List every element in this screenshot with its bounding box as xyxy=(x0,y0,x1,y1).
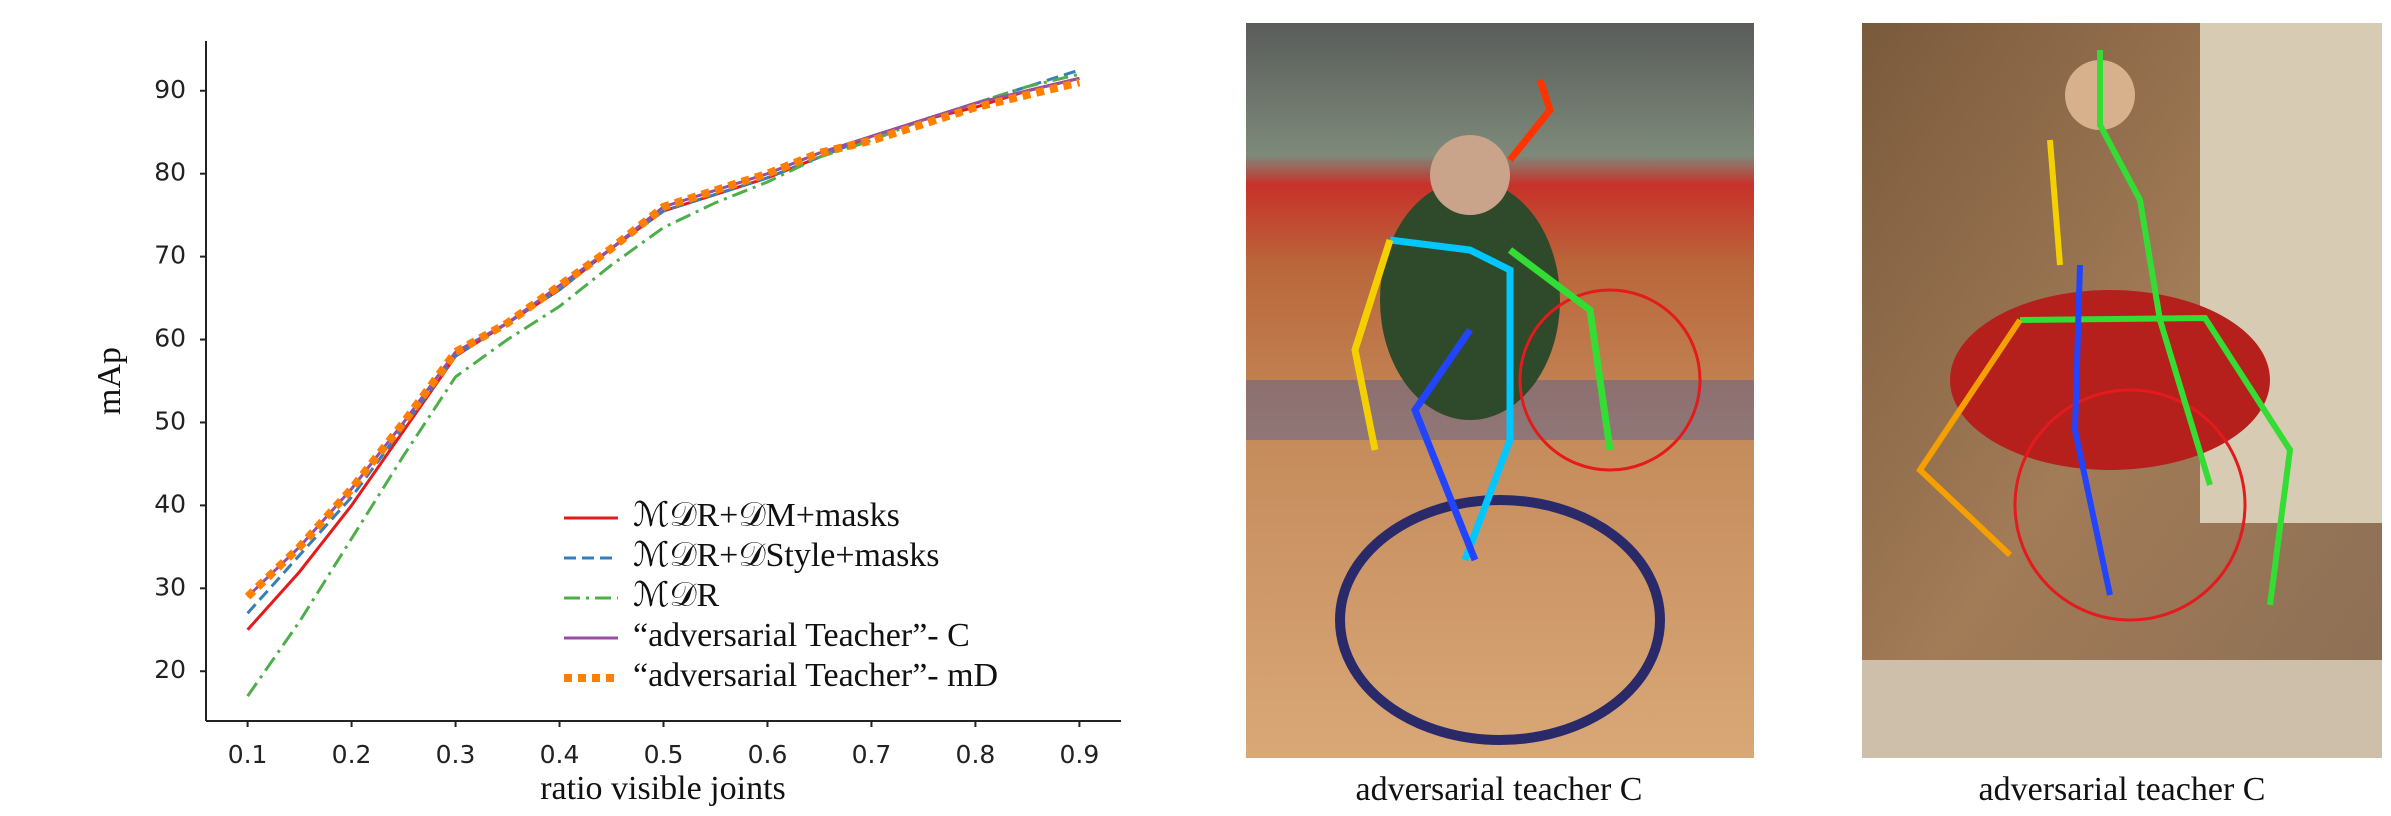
x-tick-label: 0.2 xyxy=(332,740,372,769)
y-tick-label: 50 xyxy=(154,406,186,435)
x-axis-label: ratio visible joints xyxy=(540,770,786,807)
legend-label: ℳ𝒟R xyxy=(633,577,719,614)
x-tick-label: 0.5 xyxy=(644,740,684,769)
y-tick-label: 70 xyxy=(154,241,186,270)
y-tick-label: 40 xyxy=(154,489,186,518)
photo xyxy=(1246,23,1754,758)
y-tick-label: 60 xyxy=(154,324,186,353)
caption: adversarial teacher C xyxy=(1979,771,2266,808)
y-tick-label: 20 xyxy=(154,655,186,684)
legend-label: “adversarial Teacher”- C xyxy=(633,617,970,654)
figure: adversarial teacher C adversarial teache… xyxy=(0,0,2391,816)
x-tick-label: 0.7 xyxy=(852,740,892,769)
legend-label: ℳ𝒟R+𝒟M+masks xyxy=(633,497,900,534)
caption: adversarial teacher C xyxy=(1356,771,1643,808)
x-tick-label: 0.4 xyxy=(540,740,580,769)
x-tick-label: 0.6 xyxy=(748,740,788,769)
y-tick-label: 80 xyxy=(154,158,186,187)
y-axis-label: mAp xyxy=(91,347,128,415)
photo xyxy=(1862,23,2382,758)
x-tick-label: 0.8 xyxy=(956,740,996,769)
x-tick-label: 0.9 xyxy=(1060,740,1100,769)
y-tick-label: 30 xyxy=(154,572,186,601)
legend-label: “adversarial Teacher”- mD xyxy=(633,657,998,694)
legend-label: ℳ𝒟R+𝒟Style+masks xyxy=(633,537,940,574)
y-tick-label: 90 xyxy=(154,75,186,104)
x-tick-label: 0.3 xyxy=(436,740,476,769)
x-tick-label: 0.1 xyxy=(228,740,268,769)
